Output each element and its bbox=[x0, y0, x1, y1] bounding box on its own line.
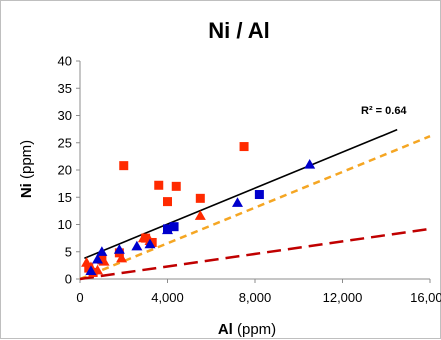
triangle-marker bbox=[92, 253, 103, 264]
triangle-marker bbox=[113, 244, 125, 254]
x-axis-title: Al (ppm) bbox=[218, 321, 276, 338]
triangle-marker bbox=[304, 159, 316, 169]
y-tick-label: 25 bbox=[58, 135, 72, 150]
y-tick-label: 0 bbox=[65, 272, 72, 287]
x-tick-label: 16,000 bbox=[410, 290, 441, 305]
triangle-marker bbox=[137, 232, 149, 243]
y-axis-title-unit: (ppm) bbox=[18, 140, 35, 183]
triangle-marker bbox=[85, 265, 97, 275]
square-marker bbox=[195, 193, 205, 203]
x-tick-label: 0 bbox=[76, 290, 83, 305]
dashed-reference-line bbox=[79, 227, 431, 281]
triangle-marker bbox=[162, 224, 173, 235]
triangle-marker bbox=[131, 240, 143, 251]
y-axis-title: Ni (ppm) bbox=[18, 140, 35, 198]
triangle-marker bbox=[232, 197, 243, 207]
triangle-marker bbox=[116, 252, 128, 263]
data-points bbox=[81, 142, 316, 277]
r-squared-annotation: R² = 0.64 bbox=[361, 105, 407, 117]
square-marker bbox=[254, 190, 264, 200]
y-tick-label: 30 bbox=[58, 108, 72, 123]
x-tick-label: 12,000 bbox=[323, 290, 363, 305]
x-axis-ticks: 0 4,000 8,000 12,000 16,000 bbox=[76, 279, 441, 305]
chart-title: Ni / Al bbox=[208, 18, 270, 43]
y-axis-ticks: 0 5 10 15 20 25 30 35 40 bbox=[58, 54, 80, 287]
x-axis-title-unit: (ppm) bbox=[233, 321, 276, 338]
x-axis-title-main: Al bbox=[218, 321, 233, 338]
square-marker bbox=[171, 181, 181, 191]
y-tick-label: 35 bbox=[58, 81, 72, 96]
y-tick-label: 40 bbox=[58, 54, 72, 69]
triangle-marker bbox=[96, 246, 108, 256]
square-marker bbox=[119, 161, 129, 171]
x-tick-label: 4,000 bbox=[151, 290, 184, 305]
trend-line bbox=[84, 128, 398, 260]
triangle-marker bbox=[194, 210, 206, 220]
trend-lines bbox=[79, 128, 431, 281]
y-tick-label: 10 bbox=[58, 217, 72, 232]
y-tick-label: 15 bbox=[58, 190, 72, 205]
y-axis-title-main: Ni bbox=[18, 183, 35, 198]
square-marker bbox=[154, 180, 164, 190]
y-tick-label: 20 bbox=[58, 163, 72, 178]
x-tick-label: 8,000 bbox=[239, 290, 272, 305]
y-tick-label: 5 bbox=[65, 244, 72, 259]
square-marker bbox=[169, 222, 179, 232]
square-marker bbox=[239, 142, 249, 152]
triangle-marker bbox=[144, 238, 156, 249]
square-marker bbox=[163, 197, 172, 207]
dashed-reference-line bbox=[79, 135, 431, 281]
